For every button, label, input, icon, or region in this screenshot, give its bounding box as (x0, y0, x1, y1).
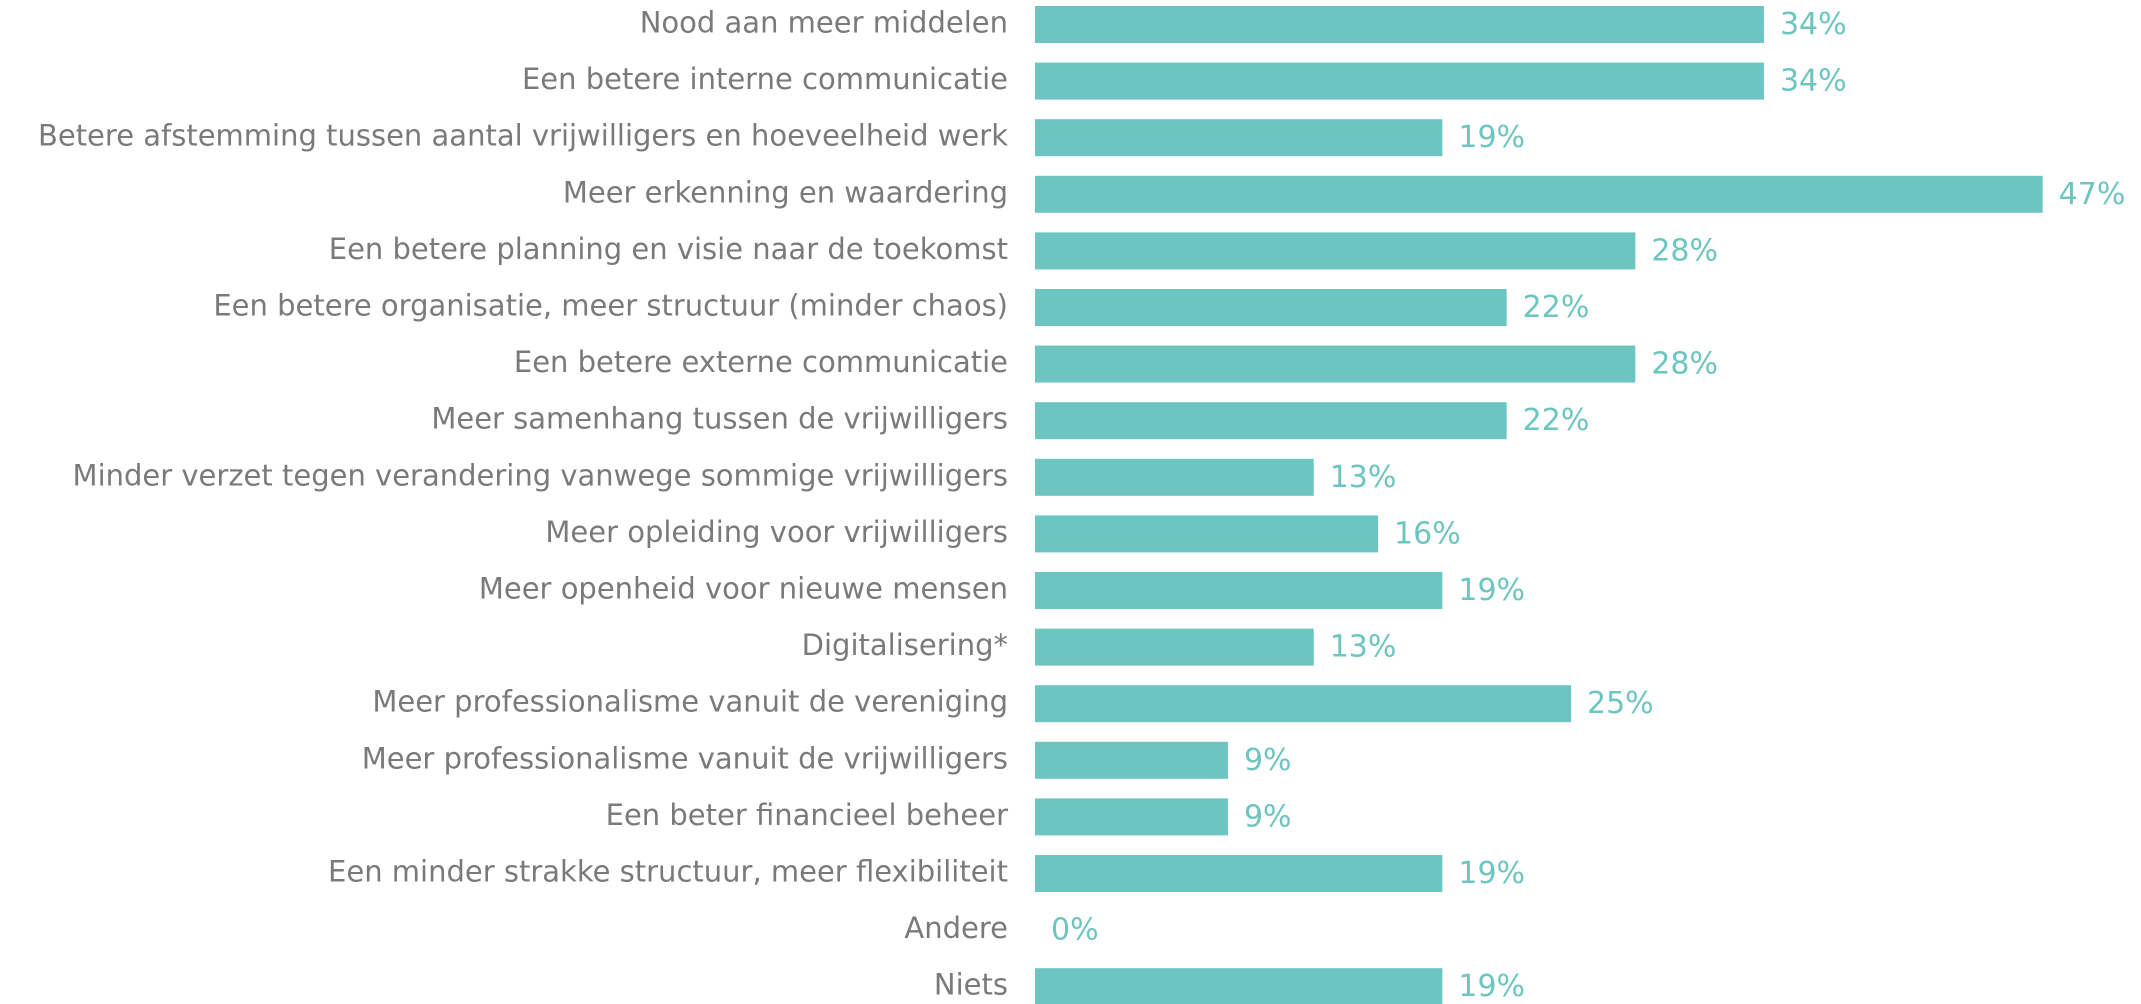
bar (1035, 289, 1507, 326)
value-label: 28% (1651, 347, 1718, 382)
category-label: Een betere organisatie, meer structuur (… (213, 289, 1008, 323)
value-label: 19% (1458, 120, 1525, 155)
bar (1035, 458, 1314, 496)
bar (1035, 119, 1443, 157)
value-label: 13% (1330, 460, 1397, 495)
value-label: 34% (1780, 7, 1847, 42)
category-label: Nood aan meer middelen (640, 6, 1008, 40)
bar (1035, 628, 1314, 666)
bar (1035, 855, 1443, 892)
category-label: Een minder strakke structuur, meer flexi… (328, 855, 1008, 889)
bar (1035, 402, 1507, 440)
category-label: Meer samenhang tussen de vrijwilligers (431, 402, 1008, 436)
category-label: Een betere externe communicatie (514, 345, 1008, 379)
category-label: Minder verzet tegen verandering vanwege … (73, 458, 1008, 492)
bar (1035, 685, 1571, 723)
value-label: 25% (1587, 686, 1654, 721)
bar (1035, 515, 1379, 553)
value-label: 16% (1394, 516, 1461, 551)
category-label: Een beter financieel beheer (606, 798, 1008, 832)
value-label: 19% (1458, 969, 1525, 1004)
bar (1035, 6, 1764, 43)
value-label: 13% (1330, 630, 1397, 665)
category-label: Meer professionalisme vanuit de verenigi… (372, 685, 1008, 719)
category-label: Meer opleiding voor vrijwilligers (545, 515, 1008, 549)
value-label: 19% (1458, 573, 1525, 608)
category-label: Een betere planning en visie naar de toe… (329, 232, 1008, 266)
value-label: 19% (1458, 856, 1525, 891)
category-label: Niets (934, 968, 1008, 1002)
value-label: 9% (1244, 743, 1292, 778)
value-label: 28% (1651, 233, 1718, 268)
category-label: Betere afstemming tussen aantal vrijwill… (38, 119, 1008, 153)
category-label: Een betere interne communicatie (522, 62, 1008, 96)
bar (1035, 232, 1636, 270)
bar (1035, 741, 1228, 779)
bar (1035, 798, 1228, 836)
category-label: Meer erkenning en waardering (563, 175, 1008, 209)
bar (1035, 572, 1443, 609)
bar (1035, 345, 1636, 383)
category-label: Meer openheid voor nieuwe mensen (479, 572, 1008, 606)
bar (1035, 62, 1764, 100)
value-label: 22% (1523, 290, 1590, 325)
bar (1035, 175, 2043, 213)
bar (1035, 968, 1443, 1004)
category-label: Andere (904, 911, 1008, 945)
category-label: Meer professionalisme vanuit de vrijwill… (362, 741, 1008, 775)
value-label: 0% (1051, 913, 1099, 948)
category-label: Digitalisering* (802, 628, 1008, 662)
value-label: 34% (1780, 64, 1847, 99)
value-label: 22% (1523, 403, 1590, 438)
value-label: 9% (1244, 799, 1292, 834)
value-label: 47% (2059, 177, 2126, 212)
